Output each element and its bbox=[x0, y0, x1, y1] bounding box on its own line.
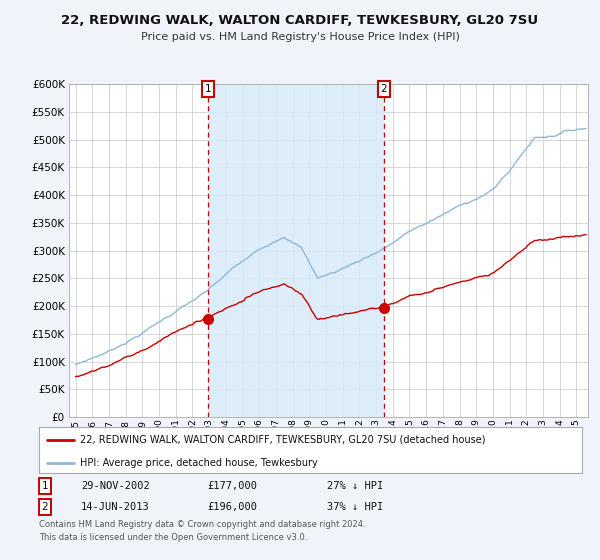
Text: This data is licensed under the Open Government Licence v3.0.: This data is licensed under the Open Gov… bbox=[39, 533, 307, 542]
Bar bbox=[208, 84, 384, 417]
Text: 22, REDWING WALK, WALTON CARDIFF, TEWKESBURY, GL20 7SU (detached house): 22, REDWING WALK, WALTON CARDIFF, TEWKES… bbox=[80, 435, 485, 445]
Text: 14-JUN-2013: 14-JUN-2013 bbox=[81, 502, 150, 512]
Text: Contains HM Land Registry data © Crown copyright and database right 2024.: Contains HM Land Registry data © Crown c… bbox=[39, 520, 365, 529]
Text: 1: 1 bbox=[41, 481, 49, 491]
Text: £177,000: £177,000 bbox=[207, 481, 257, 491]
Text: 37% ↓ HPI: 37% ↓ HPI bbox=[327, 502, 383, 512]
Text: 22, REDWING WALK, WALTON CARDIFF, TEWKESBURY, GL20 7SU: 22, REDWING WALK, WALTON CARDIFF, TEWKES… bbox=[61, 14, 539, 27]
Text: HPI: Average price, detached house, Tewkesbury: HPI: Average price, detached house, Tewk… bbox=[80, 458, 317, 468]
Text: 27% ↓ HPI: 27% ↓ HPI bbox=[327, 481, 383, 491]
Text: 1: 1 bbox=[205, 84, 211, 94]
Text: Price paid vs. HM Land Registry's House Price Index (HPI): Price paid vs. HM Land Registry's House … bbox=[140, 32, 460, 43]
Text: 29-NOV-2002: 29-NOV-2002 bbox=[81, 481, 150, 491]
Text: 2: 2 bbox=[41, 502, 49, 512]
Text: 2: 2 bbox=[380, 84, 387, 94]
Text: £196,000: £196,000 bbox=[207, 502, 257, 512]
